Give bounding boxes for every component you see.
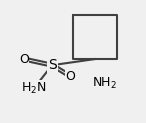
Text: O: O	[19, 53, 29, 66]
Text: S: S	[48, 58, 57, 72]
Text: O: O	[66, 70, 75, 83]
Text: H$_2$N: H$_2$N	[21, 81, 46, 96]
Text: NH$_2$: NH$_2$	[92, 76, 118, 91]
